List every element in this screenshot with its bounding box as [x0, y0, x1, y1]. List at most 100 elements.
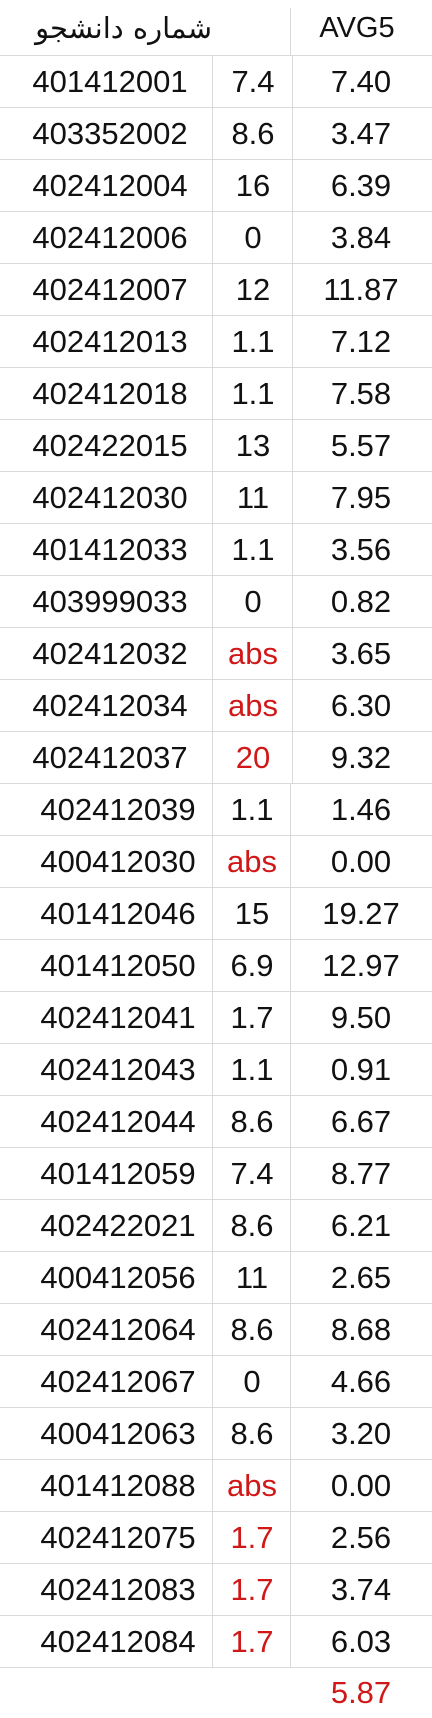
student-id-cell[interactable]: 402412030	[32, 480, 188, 515]
score-cell[interactable]: 8.6	[230, 1208, 274, 1243]
score-cell[interactable]: 1.1	[230, 1052, 274, 1087]
student-id-header[interactable]: شماره دانشجو	[35, 11, 212, 45]
score-cell[interactable]: 1.7	[230, 1520, 274, 1555]
student-id-cell[interactable]: 402412034	[32, 688, 188, 723]
score-cell[interactable]: 1.1	[231, 324, 275, 359]
avg5-cell[interactable]: 19.27	[322, 896, 400, 931]
score-cell[interactable]: 1.7	[230, 1572, 274, 1607]
score-cell[interactable]: 1.1	[231, 376, 275, 411]
score-cell[interactable]: 1.1	[230, 792, 274, 827]
student-id-cell[interactable]: 402422021	[40, 1208, 196, 1243]
score-cell[interactable]: 8.6	[230, 1312, 274, 1347]
student-id-cell[interactable]: 400412063	[40, 1416, 196, 1451]
score-cell[interactable]: 0	[244, 220, 262, 255]
score-cell[interactable]: 7.4	[231, 64, 275, 99]
student-id-cell[interactable]: 401412046	[40, 896, 196, 931]
score-cell[interactable]: 11	[236, 480, 270, 515]
score-cell[interactable]: 7.4	[230, 1156, 274, 1191]
score-cell[interactable]: abs	[228, 636, 278, 671]
cell-divider	[212, 888, 213, 939]
avg5-cell[interactable]: 12.97	[322, 948, 400, 983]
avg5-cell[interactable]: 6.67	[330, 1104, 392, 1139]
score-cell[interactable]: 1.7	[230, 1000, 274, 1035]
student-id-cell[interactable]: 402412067	[40, 1364, 196, 1399]
cell-divider	[290, 1044, 291, 1095]
student-id-cell[interactable]: 402412032	[32, 636, 188, 671]
avg5-cell[interactable]: 0.00	[330, 844, 392, 879]
avg5-cell[interactable]: 3.74	[330, 1572, 392, 1607]
avg5-cell[interactable]: 8.77	[330, 1156, 392, 1191]
avg5-cell[interactable]: 6.03	[330, 1624, 392, 1659]
student-id-cell[interactable]: 403999033	[32, 584, 188, 619]
avg5-cell[interactable]: 3.65	[330, 636, 392, 671]
student-id-cell[interactable]: 402412006	[32, 220, 188, 255]
avg5-cell[interactable]: 3.47	[330, 116, 392, 151]
avg5-cell[interactable]: 7.40	[330, 64, 392, 99]
avg5-header[interactable]: AVG5	[319, 12, 395, 44]
student-id-cell[interactable]: 401412001	[32, 64, 188, 99]
score-cell[interactable]: 8.6	[231, 116, 275, 151]
student-id-cell[interactable]: 402412044	[40, 1104, 196, 1139]
avg5-cell[interactable]: 3.84	[330, 220, 392, 255]
avg5-cell[interactable]: 7.58	[330, 376, 392, 411]
score-cell[interactable]: abs	[228, 688, 278, 723]
avg5-cell[interactable]: 1.46	[330, 792, 392, 827]
avg5-cell[interactable]: 6.39	[330, 168, 392, 203]
student-id-cell[interactable]: 402412075	[40, 1520, 196, 1555]
student-id-cell[interactable]: 401412033	[32, 532, 188, 567]
score-cell[interactable]: 11	[235, 1260, 269, 1295]
score-cell[interactable]: 0	[244, 584, 262, 619]
avg5-cell[interactable]: 7.12	[330, 324, 392, 359]
overall-average-cell[interactable]: 5.87	[330, 1675, 392, 1710]
student-id-cell[interactable]: 402412037	[32, 740, 188, 775]
score-cell[interactable]: abs	[227, 844, 277, 879]
avg5-cell[interactable]: 2.56	[330, 1520, 392, 1555]
student-id-cell[interactable]: 401412050	[40, 948, 196, 983]
score-cell[interactable]: 20	[235, 740, 271, 775]
student-id-cell[interactable]: 402412064	[40, 1312, 196, 1347]
avg5-cell[interactable]: 0.91	[330, 1052, 392, 1087]
student-id-cell[interactable]: 402412041	[40, 1000, 196, 1035]
student-id-cell[interactable]: 402412004	[32, 168, 188, 203]
score-cell[interactable]: 6.9	[230, 948, 274, 983]
cell-divider	[290, 1564, 291, 1615]
avg5-cell[interactable]: 3.56	[330, 532, 392, 567]
student-id-cell[interactable]: 402412083	[40, 1572, 196, 1607]
avg5-cell[interactable]: 4.66	[330, 1364, 392, 1399]
student-id-cell[interactable]: 402422015	[32, 428, 188, 463]
student-id-cell[interactable]: 402412007	[32, 272, 188, 307]
student-id-cell[interactable]: 402412084	[40, 1624, 196, 1659]
avg5-cell[interactable]: 6.30	[330, 688, 392, 723]
student-id-cell[interactable]: 401412059	[40, 1156, 196, 1191]
score-cell[interactable]: 1.7	[230, 1624, 274, 1659]
score-cell[interactable]: 8.6	[230, 1104, 274, 1139]
student-id-cell[interactable]: 403352002	[32, 116, 188, 151]
avg5-cell[interactable]: 5.57	[330, 428, 392, 463]
student-id-cell[interactable]: 402412039	[40, 792, 196, 827]
student-id-cell[interactable]: 402412018	[32, 376, 188, 411]
score-cell[interactable]: 15	[234, 896, 270, 931]
avg5-cell[interactable]: 9.50	[330, 1000, 392, 1035]
score-cell[interactable]: 0	[243, 1364, 261, 1399]
avg5-cell[interactable]: 3.20	[330, 1416, 392, 1451]
score-cell[interactable]: 8.6	[230, 1416, 274, 1451]
score-cell[interactable]: 12	[235, 272, 271, 307]
student-id-cell[interactable]: 400412030	[40, 844, 196, 879]
avg5-cell[interactable]: 0.00	[330, 1468, 392, 1503]
score-cell[interactable]: 13	[235, 428, 271, 463]
student-id-cell[interactable]: 401412088	[40, 1468, 196, 1503]
score-cell[interactable]: 1.1	[231, 532, 275, 567]
score-cell[interactable]: 16	[235, 168, 271, 203]
student-id-cell[interactable]: 402412013	[32, 324, 188, 359]
student-id-cell[interactable]: 402412043	[40, 1052, 196, 1087]
avg5-cell[interactable]: 7.95	[330, 480, 392, 515]
avg5-cell[interactable]: 6.21	[330, 1208, 392, 1243]
avg5-cell[interactable]: 2.65	[330, 1260, 392, 1295]
avg5-cell[interactable]: 9.32	[330, 740, 392, 775]
student-id-cell[interactable]: 400412056	[40, 1260, 196, 1295]
avg5-cell[interactable]: 8.68	[330, 1312, 392, 1347]
cell-divider	[212, 628, 213, 679]
score-cell[interactable]: abs	[227, 1468, 277, 1503]
avg5-cell[interactable]: 11.87	[323, 272, 399, 307]
avg5-cell[interactable]: 0.82	[330, 584, 392, 619]
